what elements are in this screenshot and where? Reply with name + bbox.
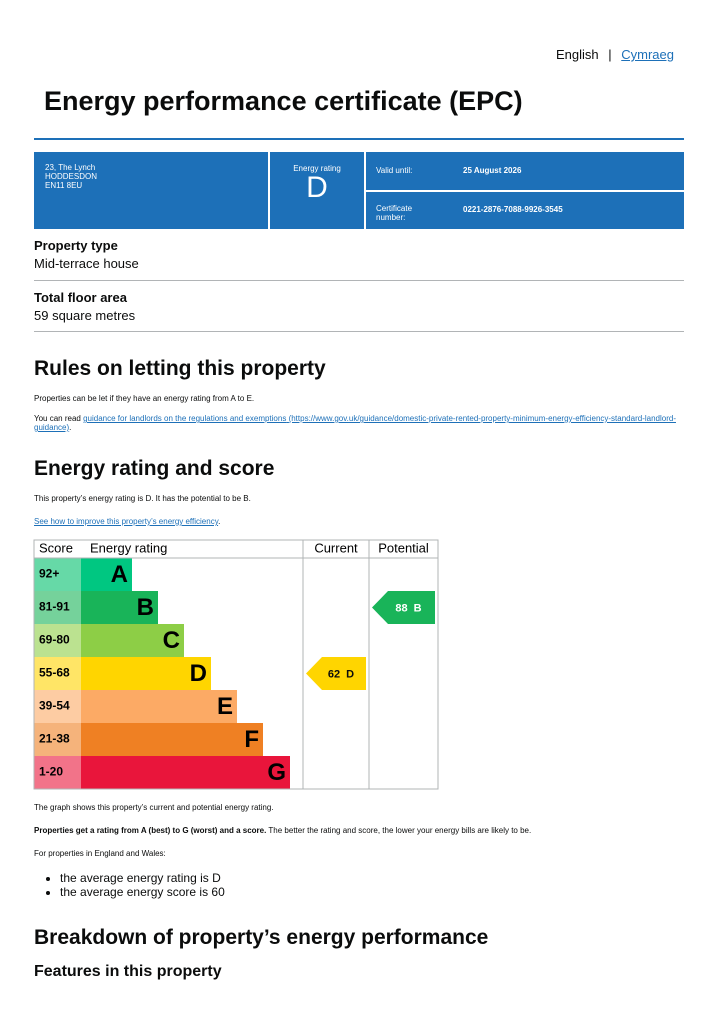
paragraph: You can read guidance for landlords on t… (34, 414, 684, 432)
property-value: 59 square metres (34, 308, 136, 323)
text: . (218, 517, 221, 526)
section-heading: Breakdown of property’s energy performan… (34, 926, 489, 949)
band-bar (81, 723, 263, 756)
separator: | (608, 47, 612, 62)
valid-label: Valid until: (376, 166, 413, 175)
lang-welsh[interactable]: Cymraeg (621, 47, 674, 62)
band-bar (81, 756, 290, 789)
title-rule (34, 138, 684, 140)
link-text: guidance for landlords on the regulation… (83, 414, 287, 423)
paragraph: The graph shows this property’s current … (34, 803, 274, 812)
column-header: Score (39, 540, 73, 555)
column-header: Current (314, 540, 358, 555)
current-letter: D (346, 668, 354, 680)
section-heading: Rules on letting this property (34, 357, 326, 380)
score-range: 92+ (39, 567, 59, 581)
text: The better the rating and score, the low… (266, 826, 532, 835)
language-switch: English | Cymraeg (556, 47, 674, 62)
band-bar (81, 558, 132, 591)
paragraph: See how to improve this property’s energ… (34, 517, 220, 526)
link-url: (https://www.gov.uk/guidance/domestic-pr… (34, 414, 676, 432)
chart-border (33, 539, 439, 790)
score-range: 81-91 (39, 600, 70, 614)
address-line: HODDESDON (45, 172, 98, 181)
band-letter: E (217, 693, 233, 720)
valid-date: 25 August 2026 (463, 166, 522, 175)
property-value: Mid-terrace house (34, 256, 139, 271)
address-cell: 23, The Lynch HODDESDON EN11 8EU (34, 152, 268, 229)
score-range: 1-20 (39, 765, 63, 779)
section-heading: Energy rating and score (34, 457, 275, 480)
divider (34, 331, 684, 332)
improve-link[interactable]: See how to improve this property’s energ… (34, 517, 219, 526)
valid-cell: Valid until: 25 August 2026 (366, 152, 684, 190)
current-label: 62 D (328, 668, 354, 680)
bold-text: Properties get a rating from A (best) to… (34, 826, 267, 835)
guidance-link[interactable]: guidance for landlords on the regulation… (34, 414, 676, 432)
potential-arrow (372, 591, 435, 624)
potential-score: 88 (395, 602, 407, 614)
paragraph: Properties can be let if they have an en… (34, 394, 255, 403)
bullet-list: the average energy rating is D the avera… (34, 871, 225, 899)
column-header: Potential (378, 540, 429, 555)
score-cell (34, 558, 81, 591)
address-line: 23, The Lynch (45, 163, 96, 172)
epc-chart: Score Energy rating Current Potential 92+ A 81… (33, 539, 439, 790)
current-score: 62 (328, 668, 340, 680)
score-range: 55-68 (39, 666, 70, 680)
band-letter: A (111, 561, 128, 588)
paragraph: Properties get a rating from A (best) to… (34, 826, 531, 835)
bullet: the average energy score is 60 (60, 885, 225, 899)
score-cell (34, 756, 81, 789)
text: You can read (34, 414, 84, 423)
band-letter: F (244, 726, 259, 753)
band-bar (81, 591, 158, 624)
score-range: 39-54 (39, 699, 70, 713)
score-cell (34, 723, 81, 756)
rating-letter: D (306, 171, 328, 204)
certificate-number: 0221-2876-7088-9926-3545 (463, 205, 563, 214)
score-cell (34, 657, 81, 690)
band-letter: G (267, 759, 286, 786)
potential-letter: B (414, 602, 422, 614)
column-header: Energy rating (90, 540, 167, 555)
band-bar (81, 657, 211, 690)
band-letter: C (163, 627, 180, 654)
property-label: Property type (34, 238, 118, 253)
rating-label: Energy rating (293, 164, 341, 173)
current-arrow (306, 657, 366, 690)
paragraph: For properties in England and Wales: (34, 849, 166, 858)
score-cell (34, 624, 81, 657)
property-label: Total floor area (34, 290, 127, 305)
score-range: 69-80 (39, 633, 70, 647)
bullet: the average energy rating is D (60, 871, 225, 885)
text: . (69, 423, 72, 432)
paragraph: This property’s energy rating is D. It h… (34, 494, 251, 503)
certificate-label: Certificate number: (376, 204, 413, 222)
address-line: EN11 8EU (45, 181, 83, 190)
rating-cell: Energy rating D (270, 152, 364, 229)
divider (34, 280, 684, 281)
score-cell (34, 591, 81, 624)
certificate-cell: Certificate number: 0221-2876-7088-9926-… (366, 192, 684, 229)
score-cell (34, 690, 81, 723)
potential-label: 88 B (395, 602, 421, 614)
band-letter: D (190, 660, 207, 687)
page-title: Energy performance certificate (EPC) (44, 86, 523, 116)
lang-english: English (555, 47, 599, 62)
band-bar (81, 624, 184, 657)
band-bar (81, 690, 237, 723)
band-letter: B (137, 594, 154, 621)
score-range: 21-38 (39, 732, 70, 746)
sub-heading: Features in this property (34, 963, 222, 980)
